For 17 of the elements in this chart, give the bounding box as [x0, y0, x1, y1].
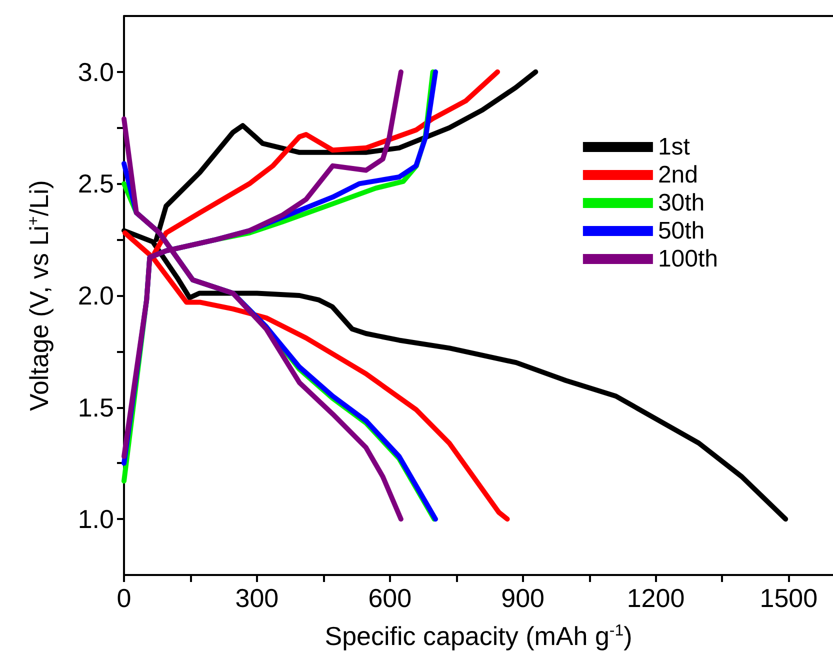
x-tick-label: 1500	[760, 583, 818, 613]
y-tick-label: 1.5	[78, 392, 114, 422]
y-tick-label: 2.5	[78, 168, 114, 199]
y-tick-label: 3.0	[78, 56, 114, 87]
x-tick-label: 0	[116, 583, 132, 613]
legend-label: 50th	[658, 218, 705, 244]
y-axis-title: Voltage (V, vs Li+/Li)	[24, 180, 54, 411]
y-tick-label: 2.0	[78, 280, 114, 310]
x-tick-label: 1200	[626, 583, 685, 613]
legend-label: 1st	[658, 134, 690, 160]
legend-label: 100th	[658, 246, 718, 272]
y-tick-label: 1.0	[78, 504, 114, 534]
legend-label: 2nd	[658, 162, 698, 188]
x-tick-label: 900	[501, 583, 545, 613]
x-tick-label: 600	[368, 583, 412, 613]
x-tick-label: 300	[235, 583, 279, 613]
legend-label: 30th	[658, 190, 705, 216]
